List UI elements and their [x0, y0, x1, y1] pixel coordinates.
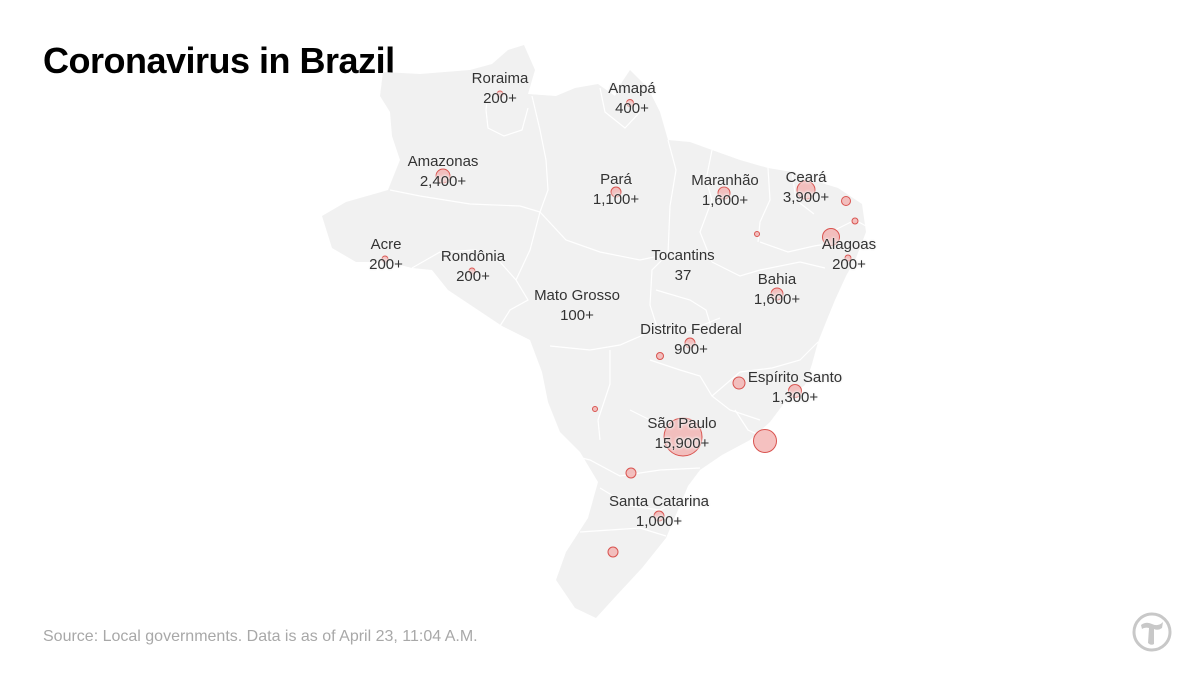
state-case-count: 3,900+ — [782, 189, 830, 206]
state-case-count: 200+ — [369, 256, 403, 273]
state-case-count: 200+ — [483, 90, 517, 107]
state-label-espirito-santo: Espírito Santo 1,300+ — [748, 368, 842, 408]
state-name: Roraima — [471, 70, 529, 87]
state-name: São Paulo — [647, 415, 717, 432]
bubble-goias — [656, 352, 664, 360]
bubble-ceara — [796, 180, 816, 200]
state-label-acre: Acre 200+ — [369, 235, 403, 275]
bubble-para — [610, 186, 622, 198]
state-name: Tocantins — [651, 247, 715, 264]
bubble-rio-grande-do-norte — [841, 196, 851, 206]
state-name: Santa Catarina — [608, 493, 710, 510]
state-case-count: 1,600+ — [753, 291, 801, 308]
state-name: Mato Grosso — [534, 287, 620, 304]
bubble-pernambuco — [822, 228, 840, 246]
state-case-count: 100+ — [560, 307, 594, 324]
case-bubbles — [381, 90, 859, 558]
state-name: Maranhão — [691, 172, 759, 189]
state-label-tocantins: Tocantins 37 — [651, 246, 714, 286]
bubble-rondonia — [468, 267, 476, 275]
bubble-espirito-santo — [788, 384, 802, 398]
state-label-maranhao: Maranhão 1,600+ — [691, 171, 759, 211]
state-case-count: 1,000+ — [635, 513, 683, 530]
state-case-count: 1,300+ — [771, 389, 819, 406]
state-label-alagoas: Alagoas 200+ — [822, 235, 876, 275]
state-name: Espírito Santo — [747, 369, 843, 386]
nyt-t-logo-icon — [1132, 612, 1172, 652]
bubble-bahia — [770, 287, 784, 301]
bubble-sao-paulo — [663, 417, 703, 457]
state-case-count: 900+ — [674, 341, 708, 358]
state-label-roraima: Roraima 200+ — [472, 69, 529, 109]
state-case-count: 1,100+ — [592, 191, 640, 208]
map-title: Coronavirus in Brazil — [43, 40, 395, 81]
state-label-ceara: Ceará 3,900+ — [783, 168, 829, 208]
bubble-piaui — [754, 231, 760, 237]
bubble-distrito-federal — [684, 337, 696, 349]
state-label-mato-grosso: Mato Grosso 100+ — [534, 286, 620, 326]
bubble-santa-catarina — [653, 510, 665, 522]
brazil-land — [322, 45, 866, 618]
bubble-maranhao — [717, 186, 731, 200]
state-label-amapa: Amapá 400+ — [608, 79, 656, 119]
state-name: Acre — [370, 236, 402, 253]
bubble-minas-gerais — [732, 376, 746, 390]
state-label-santa-catarina: Santa Catarina 1,000+ — [609, 492, 709, 532]
state-label-bahia: Bahia 1,600+ — [754, 270, 800, 310]
state-case-count: 1,600+ — [701, 192, 749, 209]
state-name: Amazonas — [407, 153, 479, 170]
bubble-rio-grande-do-sul — [607, 546, 619, 558]
state-name: Pará — [600, 171, 632, 188]
bubble-acre — [381, 255, 389, 263]
state-label-distrito-federal: Distrito Federal 900+ — [640, 320, 742, 360]
state-case-count: 200+ — [832, 256, 866, 273]
state-label-rondonia: Rondônia 200+ — [441, 247, 505, 287]
bubble-paraiba — [851, 217, 859, 225]
state-label-sao-paulo: São Paulo 15,900+ — [647, 414, 716, 454]
bubble-alagoas — [844, 254, 852, 262]
state-case-count: 15,900+ — [654, 435, 710, 452]
state-case-count: 37 — [674, 267, 692, 284]
state-name: Amapá — [608, 80, 656, 97]
source-note: Source: Local governments. Data is as of… — [43, 628, 478, 645]
state-name: Distrito Federal — [640, 321, 742, 338]
state-label-amazonas: Amazonas 2,400+ — [408, 152, 479, 192]
state-name: Rondônia — [440, 248, 506, 265]
state-case-count: 200+ — [456, 268, 490, 285]
state-name: Ceará — [785, 169, 827, 186]
bubble-amazonas — [435, 168, 451, 184]
state-case-count: 2,400+ — [419, 173, 467, 190]
bubble-mato-grosso-do-sul — [592, 406, 598, 412]
bubble-rio-de-janeiro — [753, 429, 777, 453]
bubble-amapa — [626, 99, 634, 107]
state-label-para: Pará 1,100+ — [593, 170, 639, 210]
state-name: Bahia — [757, 271, 797, 288]
bubble-parana — [625, 467, 637, 479]
state-name: Alagoas — [821, 236, 877, 253]
bubble-roraima — [496, 90, 504, 98]
state-case-count: 400+ — [615, 100, 649, 117]
